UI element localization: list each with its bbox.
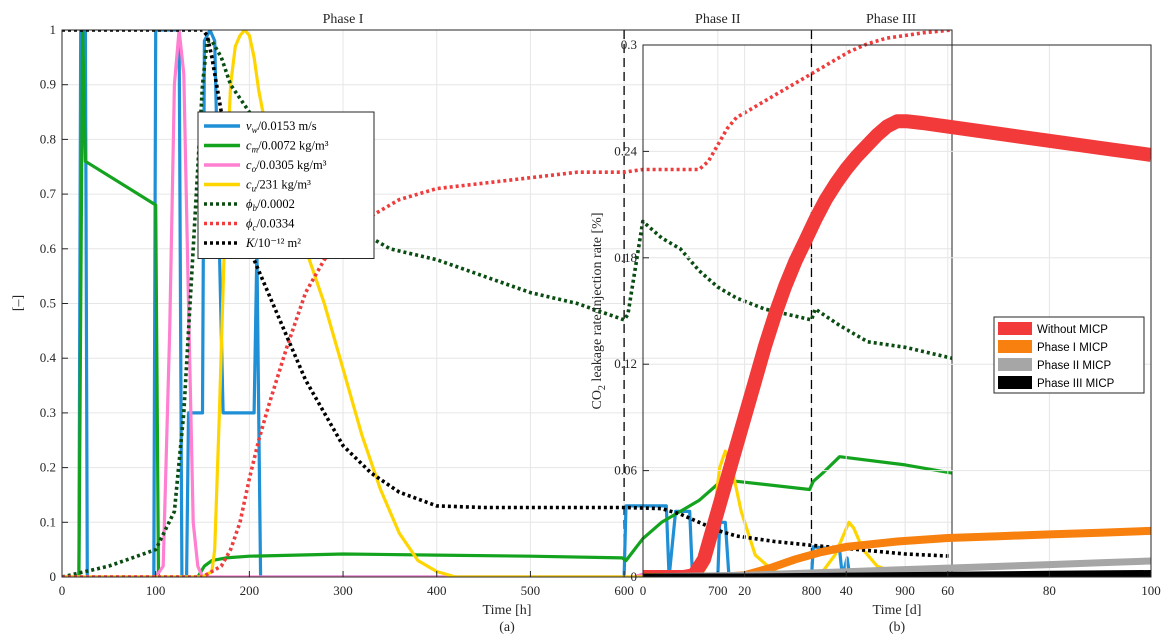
chart-b-ytick-label: 0.3 [621,37,637,52]
legend-swatch [998,376,1032,389]
legend-entry: Phase II MICP [1037,360,1111,372]
phase-label: Phase I [323,12,364,27]
legend-symbol: K [245,236,255,250]
legend-entry: Phase I MICP [1037,342,1108,354]
chart-b-ylabel-sub: 2 [597,385,608,390]
chart-b-ticks: 0 20 40 60 80 100 0 0.06 0.12 0.18 0.24 0.3 [614,37,1161,598]
chart-a-ytick-label: 0.4 [40,350,57,365]
legend-symbol: c [246,158,252,172]
chart-a-ytick-label: 0.3 [40,405,56,420]
chart-b-frame [642,44,1152,578]
chart-a-ytick-label: 0.7 [40,186,57,201]
chart-b-xtick-label: 20 [738,583,751,598]
legend-subscript: w [252,125,258,135]
legend-rest: /0.0002 [257,197,295,211]
chart-a-xtick-label: 800 [802,583,822,598]
phase-label: Phase II [695,12,741,27]
legend-entry: cu/231 kg/m³ [246,178,311,194]
series-line-1 [62,30,952,577]
legend-symbol: ϕ [246,217,253,231]
legend-symbol: ϕ [246,197,253,211]
legend-swatch [998,358,1032,371]
chart-a-xtick-label: 700 [708,583,728,598]
chart-a-xtick-label: 300 [333,583,353,598]
legend-entry: ϕc/0.0334 [246,217,295,233]
legend-subscript: b [252,203,257,213]
series-line-phase-iii-micp [643,570,1151,577]
legend-rest: /0.0072 kg/m³ [258,139,329,153]
phase-labels: Phase I Phase II Phase III [323,12,917,27]
chart-a-ytick-label: 0.1 [40,514,56,529]
chart-a-xtick-label: 400 [427,583,447,598]
legend-rest: /0.0305 kg/m³ [256,158,327,172]
series-line-6 [62,30,952,558]
legend-entry: cm/0.0072 kg/m³ [246,139,329,155]
chart-a-xtick-label: 100 [146,583,166,598]
chart-a-ytick-label: 0.9 [40,77,56,92]
legend-entry: vw/0.0153 m/s [246,119,317,135]
chart-a-ticks: 0 100 200 300 400 500 600 700 800 90000.10.20.30.… [40,22,915,598]
chart-b-legend: Without MICP Phase I MICP Phase II MICP Pha… [993,316,1145,394]
chart-b-ytick-label: 0.24 [614,143,637,158]
chart-a-xlabel: Time [h] [483,603,532,618]
legend-entry: Without MICP [1037,324,1108,336]
chart-a-ytick-label: 0.5 [40,296,56,311]
chart-b-xtick-label: 0 [640,583,647,598]
legend-subscript: c [252,223,256,233]
legend-rest: /0.0153 m/s [258,119,317,133]
chart-a-panel-label: (a) [499,620,515,635]
legend-entry: Phase III MICP [1037,378,1115,390]
chart-a-ytick-label: 0.6 [40,241,57,256]
phase-label: Phase III [866,12,916,27]
legend-rest: /231 kg/m³ [256,178,311,192]
chart-b: 0 20 40 60 80 100 0 0.06 0.12 0.18 0.24 0.3 Time [d… [590,37,1161,635]
chart-a-ytick-label: 0 [50,569,57,584]
legend-rest: /10⁻¹² m² [254,236,301,250]
legend-subscript: o [252,164,257,174]
legend-symbol: v [246,119,252,133]
legend-swatch [998,322,1032,335]
chart-a-xtick-label: 900 [895,583,915,598]
chart-b-xtick-label: 100 [1141,583,1161,598]
series-line-without-micp [643,114,1151,577]
chart-a-ytick-label: 0.2 [40,460,56,475]
legend-rest: /0.0334 [256,217,295,231]
chart-a-ytick-label: 1 [50,22,57,37]
chart-a-xtick-label: 600 [614,583,634,598]
legend-subscript: m [252,145,259,155]
chart-a-xtick-label: 0 [59,583,66,598]
legend-symbol: c [246,178,252,192]
legend-swatch [998,340,1032,353]
legend-subscript: u [252,184,257,194]
series-line-0 [62,30,952,577]
chart-b-ytick-label: 0 [631,569,638,584]
series-line-3 [62,30,952,577]
chart-a-xtick-label: 500 [521,583,541,598]
chart-b-ylabel-rest: leakage rate/injection rate [%] [590,212,605,385]
chart-a-ylabel: [–] [11,295,26,311]
chart-b-ytick-label: 0.06 [614,463,637,478]
chart-b-ylabel: CO2 leakage rate/injection rate [%] [590,212,608,409]
legend-entry: ϕb/0.0002 [246,197,295,213]
chart-b-xtick-label: 60 [941,583,954,598]
chart-b-ylabel-co: CO [590,390,605,409]
chart-b-ytick-label: 0.18 [614,250,637,265]
chart-b-xlabel: Time [d] [873,603,922,618]
legend-entry: co/0.0305 kg/m³ [246,158,327,174]
legend-symbol: c [246,139,252,153]
chart-a-ytick-label: 0.8 [40,131,56,146]
chart-b-panel-label: (b) [889,620,906,635]
chart-a: 0 100 200 300 400 500 600 700 800 90000.10.20.30.… [11,12,953,635]
chart-b-xtick-label: 40 [840,583,853,598]
legend-entry: K/10⁻¹² m² [245,236,301,250]
chart-b-ytick-label: 0.12 [614,356,637,371]
chart-a-xtick-label: 200 [240,583,260,598]
chart-b-xtick-label: 80 [1043,583,1056,598]
